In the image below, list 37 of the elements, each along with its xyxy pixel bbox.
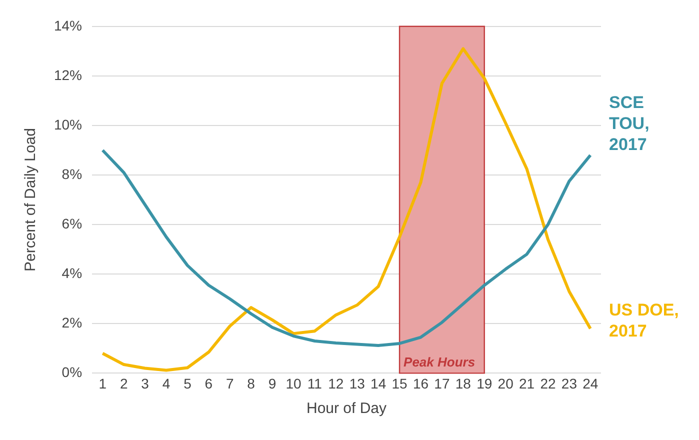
series-label: SCE TOU, 2017: [609, 92, 650, 154]
x-axis-title: Hour of Day: [306, 400, 388, 418]
y-tick-label: 0%: [62, 364, 82, 380]
y-tick-label: 12%: [54, 66, 82, 83]
y-tick-label: 10%: [54, 116, 82, 132]
x-tick-label: 2: [120, 375, 128, 392]
series-label: US DOE, 2017: [609, 300, 679, 340]
x-tick-label: 16: [412, 375, 429, 392]
x-tick-label: 22: [540, 375, 556, 392]
x-tick-label: 1: [98, 375, 107, 392]
y-tick-label: 4%: [62, 264, 82, 281]
x-tick-label: 11: [307, 375, 322, 392]
x-tick-label: 3: [141, 375, 150, 392]
x-tick-label: 24: [582, 375, 598, 392]
x-tick-label: 10: [286, 375, 302, 392]
x-tick-label: 20: [498, 375, 514, 392]
x-tick-label: 12: [328, 375, 344, 392]
x-tick-label: 13: [349, 375, 366, 392]
y-tick-label: 14%: [54, 17, 82, 34]
x-tick-label: 8: [247, 375, 256, 392]
y-tick-label: 2%: [62, 314, 82, 331]
y-tick-label: 6%: [62, 215, 82, 232]
x-tick-label: 19: [476, 375, 492, 392]
x-tick-label: 9: [268, 375, 276, 392]
x-tick-label: 4: [162, 375, 170, 392]
x-tick-label: 15: [392, 375, 408, 392]
x-tick-label: 6: [204, 375, 213, 392]
x-tick-label: 7: [226, 375, 234, 392]
y-axis-title: Percent of Daily Load: [22, 128, 40, 272]
y-tick-label: 8%: [62, 166, 82, 182]
x-tick-label: 18: [455, 375, 472, 392]
x-tick-label: 21: [518, 375, 535, 392]
band-label: Peak Hours: [404, 354, 476, 370]
x-tick-label: 14: [370, 375, 386, 392]
x-tick-label: 23: [561, 375, 578, 392]
x-tick-label: 17: [434, 375, 450, 392]
x-tick-label: 5: [184, 375, 192, 392]
